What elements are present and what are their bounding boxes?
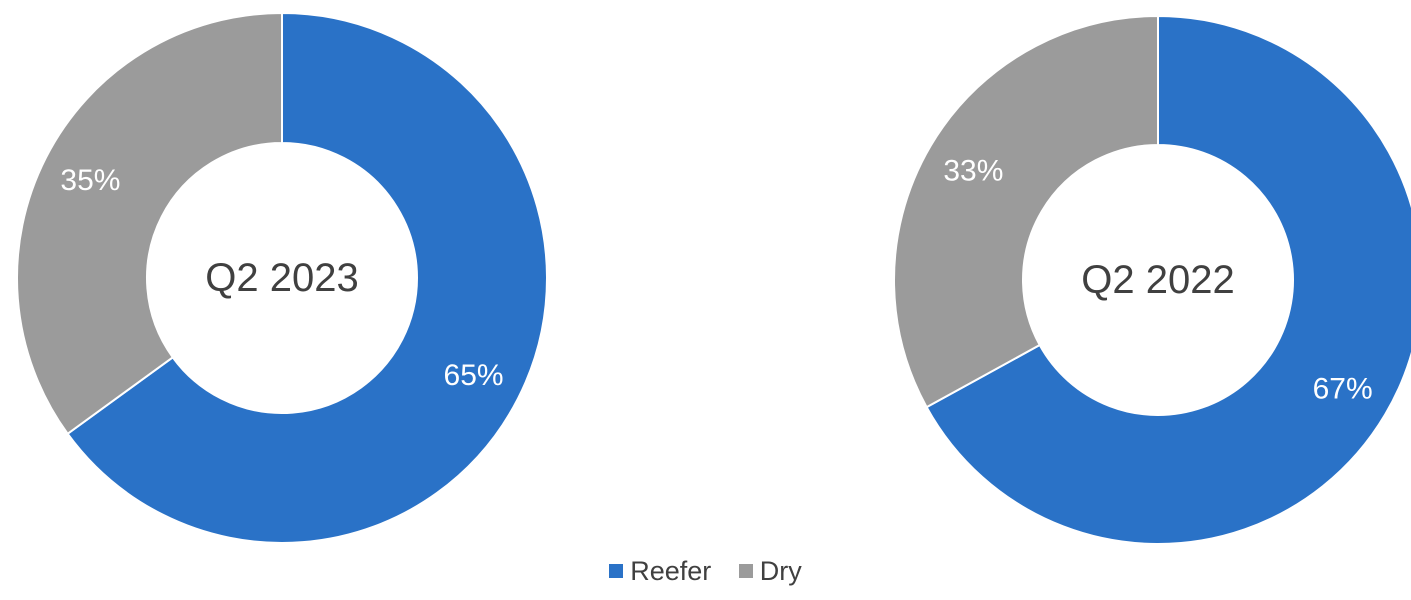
legend-label-reefer: Reefer <box>630 555 712 586</box>
legend-swatch-reefer <box>609 564 624 578</box>
legend-label-dry: Dry <box>759 555 802 586</box>
data-label-reefer: 67% <box>1313 373 1373 406</box>
data-label-dry: 35% <box>60 164 120 197</box>
legend: Reefer Dry <box>0 554 1411 587</box>
legend-item-dry: Dry <box>738 555 802 587</box>
slice-reefer <box>925 14 1411 545</box>
slice-dry <box>893 14 1159 409</box>
slice-dry <box>16 11 283 436</box>
data-label-reefer: 65% <box>444 359 504 392</box>
donut-q2-2022: 67% 33% Q2 2022 <box>893 14 1411 545</box>
donut-q2-2023: 65% 35% Q2 2023 <box>16 11 548 544</box>
legend-item-reefer: Reefer <box>609 556 711 587</box>
slice-reefer <box>66 11 548 544</box>
data-label-dry: 33% <box>943 154 1003 187</box>
center-label: Q2 2022 <box>1081 258 1234 302</box>
center-label: Q2 2023 <box>205 256 358 300</box>
legend-swatch-dry <box>738 564 753 578</box>
